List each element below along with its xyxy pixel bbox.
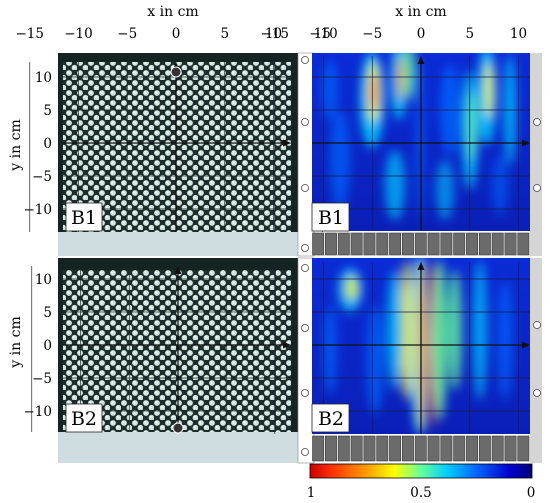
y-tick-label: 0 [43, 338, 52, 354]
colorbar-tick-0: 0 [527, 485, 536, 501]
y-tick-label: −10 [24, 404, 53, 420]
intensity-panel-b1: B1 [274, 52, 542, 257]
panel-label-b1-map: B1 [318, 207, 344, 229]
x-tick-label: −5 [362, 26, 382, 42]
panel-label-b2-photo: B2 [71, 408, 97, 430]
colorbar-tick-0-5: 0.5 [410, 485, 431, 501]
intensity-panel-b2: B2 [274, 257, 542, 464]
x-tick-label: 15 [314, 26, 331, 42]
x-tick-label: 5 [220, 26, 229, 42]
y-tick-label: −5 [32, 371, 52, 387]
photo-panel-b2: B2 [31, 258, 325, 463]
y-tick-label: 0 [43, 136, 52, 152]
y-tick-label: −5 [32, 169, 52, 185]
y-tick-label: 5 [43, 103, 52, 119]
y-axis-label-top: y in cm [8, 119, 24, 171]
x-tick-label: 0 [417, 26, 426, 42]
panel-label-b1-photo: B1 [71, 207, 97, 229]
x-tick-label: 5 [465, 26, 474, 42]
panel-label-b2-map: B2 [318, 408, 344, 430]
x-tick-label: 10 [510, 26, 527, 42]
colorbar-tick-1: 1 [307, 485, 316, 501]
y-axis-label-bottom: y in cm [8, 316, 24, 368]
y-ticks-bottom: 10 5 0 −5 −10 [24, 272, 53, 420]
photo-panel-b1: B1 [29, 53, 323, 256]
x-tick-label: 0 [172, 26, 181, 42]
x-tick-label: 10 [265, 26, 282, 42]
x-tick-label: −15 [16, 26, 45, 42]
x-tick-label: −10 [309, 26, 338, 42]
x-ticks-left: −15 −10 −5 0 5 10 15 [16, 26, 331, 42]
y-tick-label: 10 [35, 272, 52, 288]
y-ticks-top: 10 5 0 −5 −10 [24, 70, 53, 218]
y-tick-label: 10 [35, 70, 52, 86]
y-tick-label: 5 [43, 305, 52, 321]
x-tick-label: −10 [64, 26, 93, 42]
y-tick-label: −10 [24, 202, 53, 218]
colorbar: 1 0.5 0 [307, 463, 536, 501]
x-tick-label: −5 [117, 26, 137, 42]
x-axis-label-left: x in cm [147, 4, 198, 20]
x-tick-label: −15 [261, 26, 290, 42]
x-ticks-right: −15 −10 −5 0 5 10 15 [261, 26, 528, 42]
x-axis-label-right: x in cm [395, 4, 446, 20]
